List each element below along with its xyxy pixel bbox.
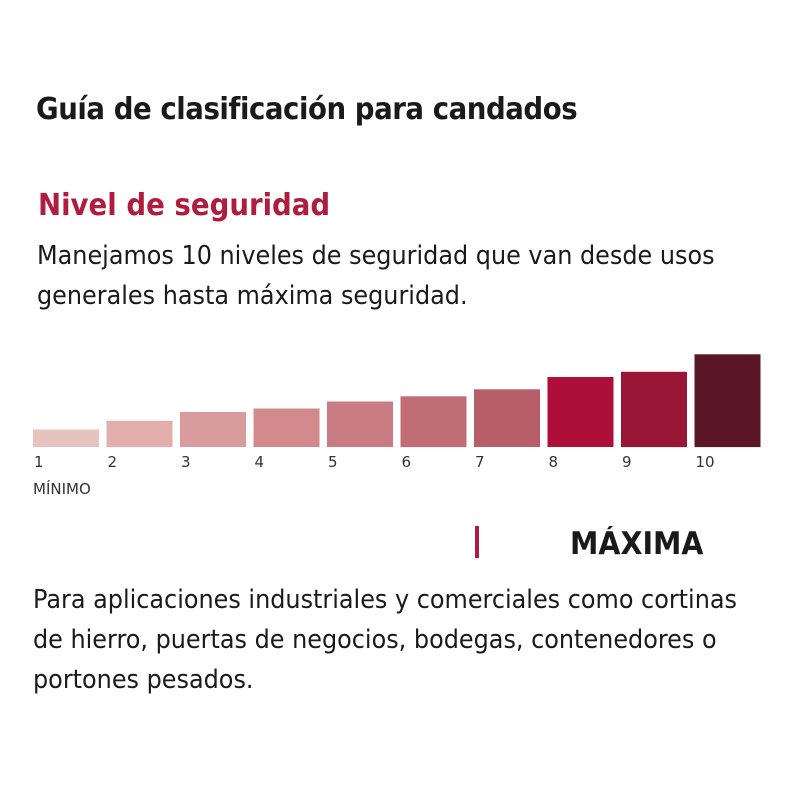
level-marker xyxy=(475,526,479,558)
tick-label-10: 10 xyxy=(696,453,715,471)
bar-level-4 xyxy=(253,408,320,447)
page-title: Guía de clasificación para candados xyxy=(36,92,578,127)
tick-label-1: 1 xyxy=(34,453,44,471)
bar-level-10 xyxy=(694,354,761,448)
bar-level-9 xyxy=(621,371,687,448)
security-level-chart: 1 2 3 4 5 6 7 8 9 10 MÍNIMO xyxy=(33,354,761,498)
tick-label-2: 2 xyxy=(108,453,118,471)
level-name: MÁXIMA xyxy=(570,526,704,562)
tick-label-8: 8 xyxy=(549,453,559,471)
bar-level-8 xyxy=(547,377,614,447)
tick-label-7: 7 xyxy=(475,453,485,471)
section-title: Nivel de seguridad xyxy=(38,188,331,223)
bar-level-5 xyxy=(327,401,393,447)
tick-label-6: 6 xyxy=(402,453,412,471)
tick-label-3: 3 xyxy=(181,453,191,471)
bar-level-6 xyxy=(400,396,467,448)
bar-level-7 xyxy=(474,389,540,447)
bar-level-3 xyxy=(180,412,246,447)
tick-label-4: 4 xyxy=(255,453,265,471)
tick-label-5: 5 xyxy=(328,453,338,471)
bar-level-1 xyxy=(33,429,99,447)
description-text: Manejamos 10 niveles de seguridad que va… xyxy=(37,241,715,311)
tick-label-9: 9 xyxy=(622,453,632,471)
level-description: Para aplicaciones industriales y comerci… xyxy=(33,585,737,695)
bar-level-2 xyxy=(106,420,173,448)
min-level-label: MÍNIMO xyxy=(33,479,91,498)
